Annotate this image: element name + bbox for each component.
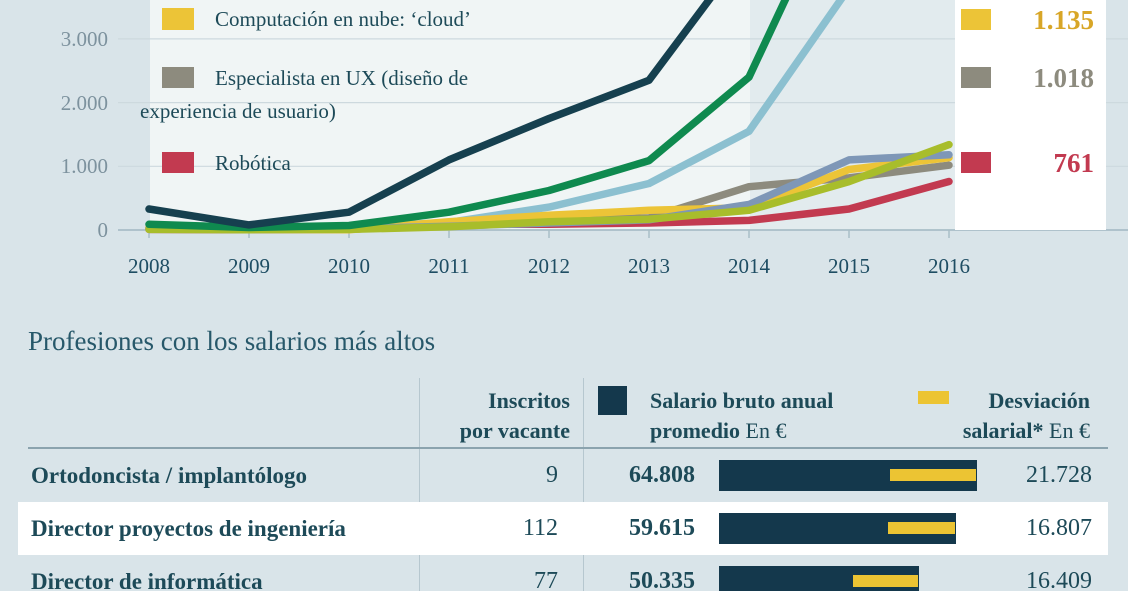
- table-row: Director de informática 77 50.335 16.409: [0, 555, 1128, 591]
- x-axis-label-2014: 2014: [728, 254, 770, 278]
- legend-label-cloud-computing-line1: Computación en nube: ‘cloud’: [215, 7, 472, 31]
- end-swatch-robotics: [961, 152, 991, 173]
- header-desviacion-unit: En €: [1049, 418, 1090, 443]
- header-inscritos-line1: Inscritos: [488, 388, 570, 413]
- table-title: Profesiones con los salarios más altos: [28, 326, 436, 356]
- end-value-robotics: 761: [1053, 148, 1095, 178]
- header-salario-bold: promedio: [650, 418, 741, 443]
- x-axis-label-2011: 2011: [428, 254, 470, 278]
- data-lines: [145, 0, 953, 234]
- x-axis-label-2016: 2016: [928, 254, 970, 278]
- header-desviacion-line2: salarial* En €: [790, 418, 1090, 444]
- line-chart-canvas: [118, 0, 1128, 238]
- x-axis-label-2013: 2013: [628, 254, 670, 278]
- column-divider-1: [419, 378, 420, 591]
- desviacion-value: 16.409: [1026, 568, 1092, 591]
- end-swatch-ux-specialist: [961, 67, 991, 88]
- table-row: Director proyectos de ingeniería 112 59.61…: [18, 502, 1108, 555]
- profession-name: Director de informática: [31, 569, 263, 591]
- header-desviacion-line1: Desviación: [988, 388, 1090, 413]
- header-salario-line2: promedio En €: [650, 418, 787, 444]
- end-value-cloud-computing: 1.135: [1033, 5, 1094, 35]
- legend-swatch-robotics: [162, 152, 194, 173]
- deviation-bar: [888, 522, 956, 534]
- x-axis-label-2012: 2012: [528, 254, 570, 278]
- deviation-bar: [889, 469, 976, 481]
- end-value-ux-specialist: 1.018: [1033, 63, 1094, 93]
- salario-value: 59.615: [629, 515, 695, 541]
- header-inscritos-line2: por vacante: [459, 418, 570, 443]
- header-rule: [28, 447, 1108, 449]
- deviation-legend-swatch: [918, 391, 949, 404]
- x-axis-label-2010: 2010: [328, 254, 370, 278]
- inscritos-value: 9: [546, 462, 558, 488]
- y-axis-label-2.000: 2.000: [60, 90, 108, 115]
- inscritos-value: 112: [522, 515, 558, 541]
- table-row-inner: Ortodoncista / implantólogo 9 64.808 21.728: [0, 449, 1128, 502]
- x-axis-label-2015: 2015: [828, 254, 870, 278]
- legend-swatch-cloud-computing: [162, 8, 194, 30]
- salary-legend-swatch: [598, 386, 627, 415]
- y-axis-label-0: 0: [97, 218, 109, 242]
- series-line-navy: [145, 0, 714, 229]
- x-axis-label-2008: 2008: [128, 254, 170, 278]
- legend-label-ux-specialist-line1: Especialista en UX (diseño de: [215, 66, 469, 90]
- end-values-panel: 1.135 1.018 761: [955, 0, 1106, 230]
- y-axis-label-3.000: 3.000: [60, 26, 108, 51]
- header-salario-unit: En €: [745, 418, 787, 443]
- desviacion-value: 21.728: [1026, 462, 1092, 488]
- legend-swatch-ux-specialist: [162, 67, 194, 88]
- profession-name: Ortodoncista / implantólogo: [31, 463, 308, 488]
- desviacion-value: 16.807: [1026, 515, 1092, 541]
- salario-value: 50.335: [629, 568, 695, 591]
- legend-label-ux-specialist-line2: experiencia de usuario): [140, 99, 336, 123]
- profession-name: Director proyectos de ingeniería: [31, 516, 346, 541]
- y-axis-label-1.000: 1.000: [60, 154, 108, 179]
- series-line-green: [145, 0, 790, 232]
- header-salario-line1: Salario bruto anual: [650, 388, 834, 413]
- deviation-bar: [853, 575, 919, 587]
- inscritos-value: 77: [534, 568, 558, 591]
- end-swatch-cloud-computing: [961, 9, 991, 30]
- table-row-inner: Director proyectos de ingeniería 112 59.61…: [0, 502, 1128, 555]
- salario-value: 64.808: [629, 462, 695, 488]
- x-axis-label-2009: 2009: [228, 254, 270, 278]
- table-row-inner: Director de informática 77 50.335 16.409: [0, 555, 1128, 591]
- header-desviacion-bold: salarial*: [962, 418, 1044, 443]
- table-row: Ortodoncista / implantólogo 9 64.808 21.728: [0, 449, 1128, 502]
- column-divider-2: [583, 378, 584, 591]
- legend-label-robotics-line1: Robótica: [215, 151, 291, 175]
